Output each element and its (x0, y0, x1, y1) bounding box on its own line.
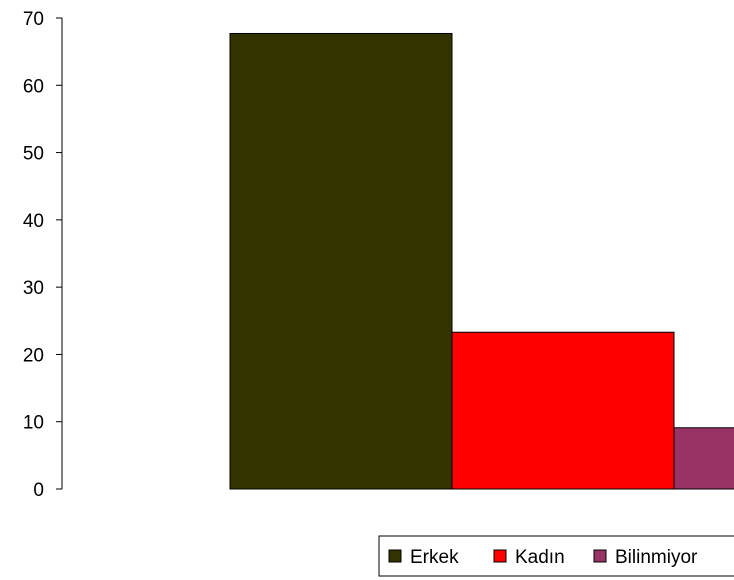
legend: Erkek Kadın Bilinmiyor (378, 535, 734, 577)
y-tick-label: 30 (23, 278, 44, 299)
legend-swatch-0 (388, 549, 402, 563)
bar-bilinmiyor (673, 427, 734, 490)
legend-label-0: Erkek (410, 547, 459, 568)
bar-kad-n (451, 331, 675, 490)
bar-erkek (229, 32, 453, 490)
legend-swatch-1 (493, 549, 507, 563)
y-tick-label: 50 (23, 144, 44, 165)
legend-box (378, 535, 734, 577)
legend-swatch-2 (593, 549, 607, 563)
y-tick-label: 70 (23, 9, 44, 30)
y-tick-label: 10 (23, 413, 44, 434)
bar-group (229, 32, 734, 490)
legend-label-2: Bilinmiyor (615, 547, 698, 568)
y-axis: 0 10 20 30 40 50 60 70 (23, 9, 63, 501)
y-tick-label: 20 (23, 345, 44, 366)
y-tick-label: 40 (23, 211, 44, 232)
y-tick-label: 60 (23, 76, 44, 97)
legend-label-1: Kadın (515, 547, 565, 568)
y-tick-label: 0 (33, 480, 44, 501)
